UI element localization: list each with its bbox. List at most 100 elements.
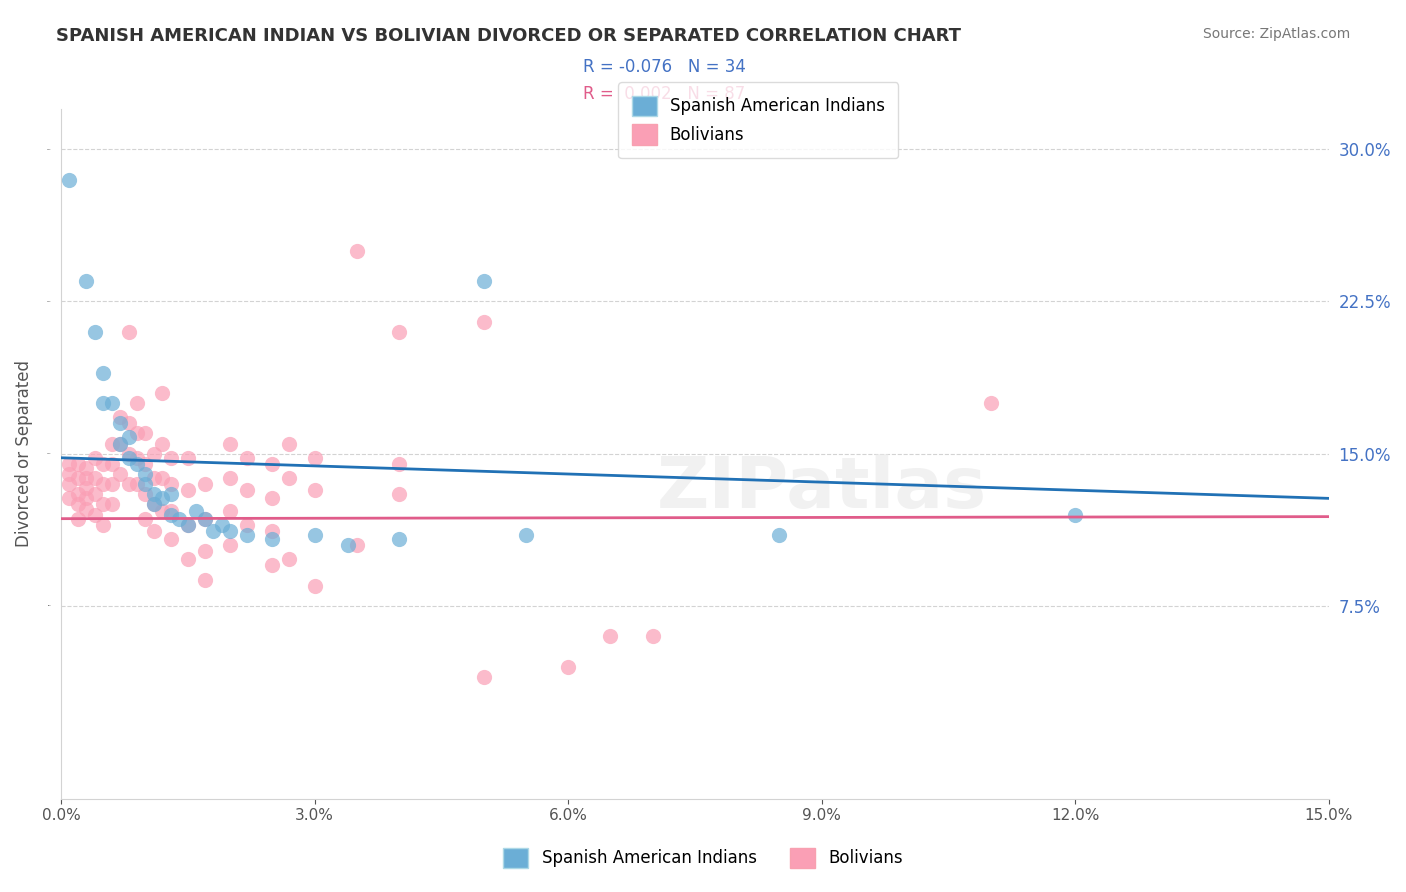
Point	[304, 579, 326, 593]
Point	[262, 532, 284, 546]
Point	[177, 517, 200, 532]
Point	[142, 487, 165, 501]
Point	[91, 477, 114, 491]
Point	[337, 538, 360, 552]
Point	[100, 436, 122, 450]
Point	[980, 396, 1002, 410]
Point	[83, 471, 105, 485]
Point	[83, 487, 105, 501]
Point	[66, 498, 89, 512]
Point	[58, 172, 80, 186]
Point	[58, 477, 80, 491]
Point	[169, 511, 191, 525]
Point	[160, 532, 183, 546]
Point	[100, 457, 122, 471]
Point	[388, 457, 411, 471]
Point	[134, 426, 156, 441]
Point	[194, 477, 217, 491]
Point	[768, 528, 790, 542]
Point	[236, 517, 259, 532]
Point	[219, 436, 242, 450]
Point	[75, 274, 97, 288]
Point	[125, 457, 148, 471]
Point	[236, 483, 259, 498]
Point	[160, 503, 183, 517]
Point	[134, 457, 156, 471]
Point	[262, 457, 284, 471]
Point	[557, 660, 579, 674]
Point	[125, 396, 148, 410]
Point	[1064, 508, 1087, 522]
Point	[117, 325, 139, 339]
Point	[117, 430, 139, 444]
Point	[108, 436, 131, 450]
Point	[472, 315, 495, 329]
Point	[160, 487, 183, 501]
Point	[388, 325, 411, 339]
Point	[346, 244, 368, 258]
Text: R =  0.002   N = 87: R = 0.002 N = 87	[583, 85, 745, 103]
Point	[142, 447, 165, 461]
Point	[186, 503, 208, 517]
Point	[152, 385, 174, 400]
Point	[75, 501, 97, 516]
Point	[91, 396, 114, 410]
Point	[177, 483, 200, 498]
Point	[262, 491, 284, 506]
Point	[262, 558, 284, 573]
Point	[117, 477, 139, 491]
Point	[75, 461, 97, 475]
Point	[236, 450, 259, 465]
Point	[125, 450, 148, 465]
Point	[194, 511, 217, 525]
Point	[91, 366, 114, 380]
Point	[304, 450, 326, 465]
Point	[177, 552, 200, 566]
Point	[83, 508, 105, 522]
Point	[346, 538, 368, 552]
Point	[472, 670, 495, 684]
Point	[304, 483, 326, 498]
Point	[599, 629, 621, 643]
Point	[219, 471, 242, 485]
Point	[211, 517, 233, 532]
Point	[100, 477, 122, 491]
Point	[108, 410, 131, 425]
Point	[142, 471, 165, 485]
Point	[108, 417, 131, 431]
Point	[219, 538, 242, 552]
Point	[58, 457, 80, 471]
Text: ZIPatlas: ZIPatlas	[657, 454, 987, 523]
Point	[134, 467, 156, 481]
Point	[91, 517, 114, 532]
Point	[108, 436, 131, 450]
Point	[125, 477, 148, 491]
Point	[160, 450, 183, 465]
Point	[142, 524, 165, 538]
Point	[515, 528, 537, 542]
Legend: Spanish American Indians, Bolivians: Spanish American Indians, Bolivians	[496, 841, 910, 875]
Point	[278, 552, 301, 566]
Point	[152, 503, 174, 517]
Point	[66, 511, 89, 525]
Point	[388, 532, 411, 546]
Point	[108, 467, 131, 481]
Text: R = -0.076   N = 34: R = -0.076 N = 34	[583, 58, 747, 76]
Point	[152, 436, 174, 450]
Point	[194, 544, 217, 558]
Point	[66, 457, 89, 471]
Legend: Spanish American Indians, Bolivians: Spanish American Indians, Bolivians	[619, 82, 898, 158]
Point	[58, 467, 80, 481]
Point	[160, 477, 183, 491]
Point	[152, 491, 174, 506]
Point	[177, 517, 200, 532]
Point	[75, 471, 97, 485]
Point	[177, 450, 200, 465]
Point	[278, 471, 301, 485]
Point	[83, 325, 105, 339]
Point	[117, 450, 139, 465]
Point	[236, 528, 259, 542]
Point	[278, 436, 301, 450]
Point	[160, 508, 183, 522]
Point	[152, 471, 174, 485]
